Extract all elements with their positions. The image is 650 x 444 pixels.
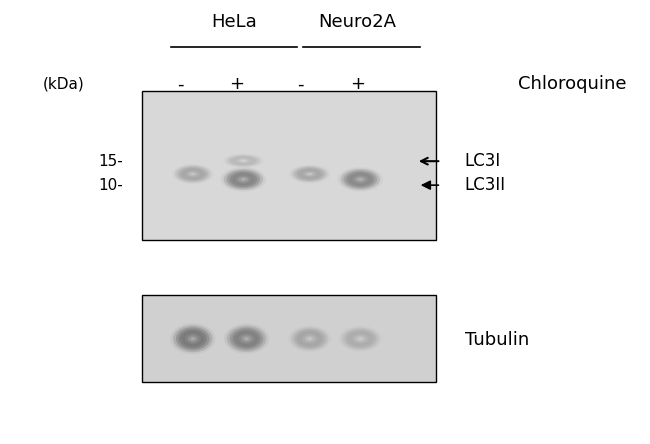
Ellipse shape [188,335,198,342]
Ellipse shape [229,328,263,350]
Text: Neuro2A: Neuro2A [318,13,396,31]
Ellipse shape [233,157,254,164]
Text: -: - [177,75,183,93]
Ellipse shape [226,155,261,167]
Ellipse shape [236,158,251,163]
Ellipse shape [300,332,320,345]
Ellipse shape [294,167,325,181]
Ellipse shape [353,334,368,343]
Ellipse shape [288,325,332,352]
Ellipse shape [224,324,269,354]
Ellipse shape [244,337,249,340]
Ellipse shape [358,178,363,181]
Ellipse shape [182,331,204,346]
Ellipse shape [239,159,248,163]
Ellipse shape [339,326,382,352]
Ellipse shape [291,327,328,350]
Ellipse shape [226,170,260,188]
Ellipse shape [346,172,374,187]
Ellipse shape [241,178,246,181]
Ellipse shape [356,336,365,342]
Ellipse shape [300,170,320,178]
Text: Chloroquine: Chloroquine [519,75,627,93]
Ellipse shape [185,170,200,178]
Ellipse shape [307,337,312,340]
Text: 10-: 10- [99,178,124,193]
Ellipse shape [350,333,370,345]
Ellipse shape [188,172,198,176]
Ellipse shape [233,329,261,348]
Text: 15-: 15- [99,154,124,169]
Ellipse shape [172,164,213,184]
Ellipse shape [170,323,216,354]
Ellipse shape [190,337,195,341]
Ellipse shape [292,166,328,182]
Ellipse shape [180,168,205,180]
Text: +: + [350,75,365,93]
Ellipse shape [223,154,264,168]
Ellipse shape [342,328,379,350]
Ellipse shape [343,170,377,188]
Text: +: + [229,75,244,93]
Ellipse shape [231,156,256,165]
Ellipse shape [302,171,317,177]
Ellipse shape [179,329,207,348]
Ellipse shape [352,175,369,184]
Ellipse shape [297,168,322,180]
Ellipse shape [347,331,374,347]
Ellipse shape [337,167,383,192]
Ellipse shape [232,174,254,185]
Ellipse shape [305,336,315,342]
Ellipse shape [235,331,257,346]
Ellipse shape [355,177,365,182]
Text: LC3II: LC3II [465,176,506,194]
Ellipse shape [296,331,323,347]
Bar [142,91,436,240]
Ellipse shape [228,155,259,166]
Ellipse shape [302,334,317,344]
Ellipse shape [177,166,208,182]
Ellipse shape [220,167,266,192]
Ellipse shape [176,327,210,350]
Ellipse shape [305,172,315,176]
Ellipse shape [289,165,330,183]
Ellipse shape [175,165,211,183]
Ellipse shape [238,177,248,182]
Text: -: - [297,75,304,93]
Ellipse shape [235,175,252,184]
Ellipse shape [239,333,255,344]
Ellipse shape [241,335,252,342]
Ellipse shape [229,172,257,187]
Ellipse shape [307,173,312,175]
Ellipse shape [227,325,266,352]
Ellipse shape [349,174,371,185]
Ellipse shape [341,169,380,190]
Ellipse shape [344,329,376,349]
Text: LC3I: LC3I [465,152,501,170]
Ellipse shape [185,333,201,345]
Ellipse shape [358,337,363,340]
Text: Tubulin: Tubulin [465,331,529,349]
Ellipse shape [183,169,203,179]
Ellipse shape [294,329,326,349]
Text: HeLa: HeLa [211,13,257,31]
Bar [142,295,436,382]
Ellipse shape [241,160,246,162]
Ellipse shape [224,169,263,190]
Ellipse shape [190,173,195,175]
Text: (kDa): (kDa) [42,77,84,92]
Ellipse shape [173,325,213,353]
